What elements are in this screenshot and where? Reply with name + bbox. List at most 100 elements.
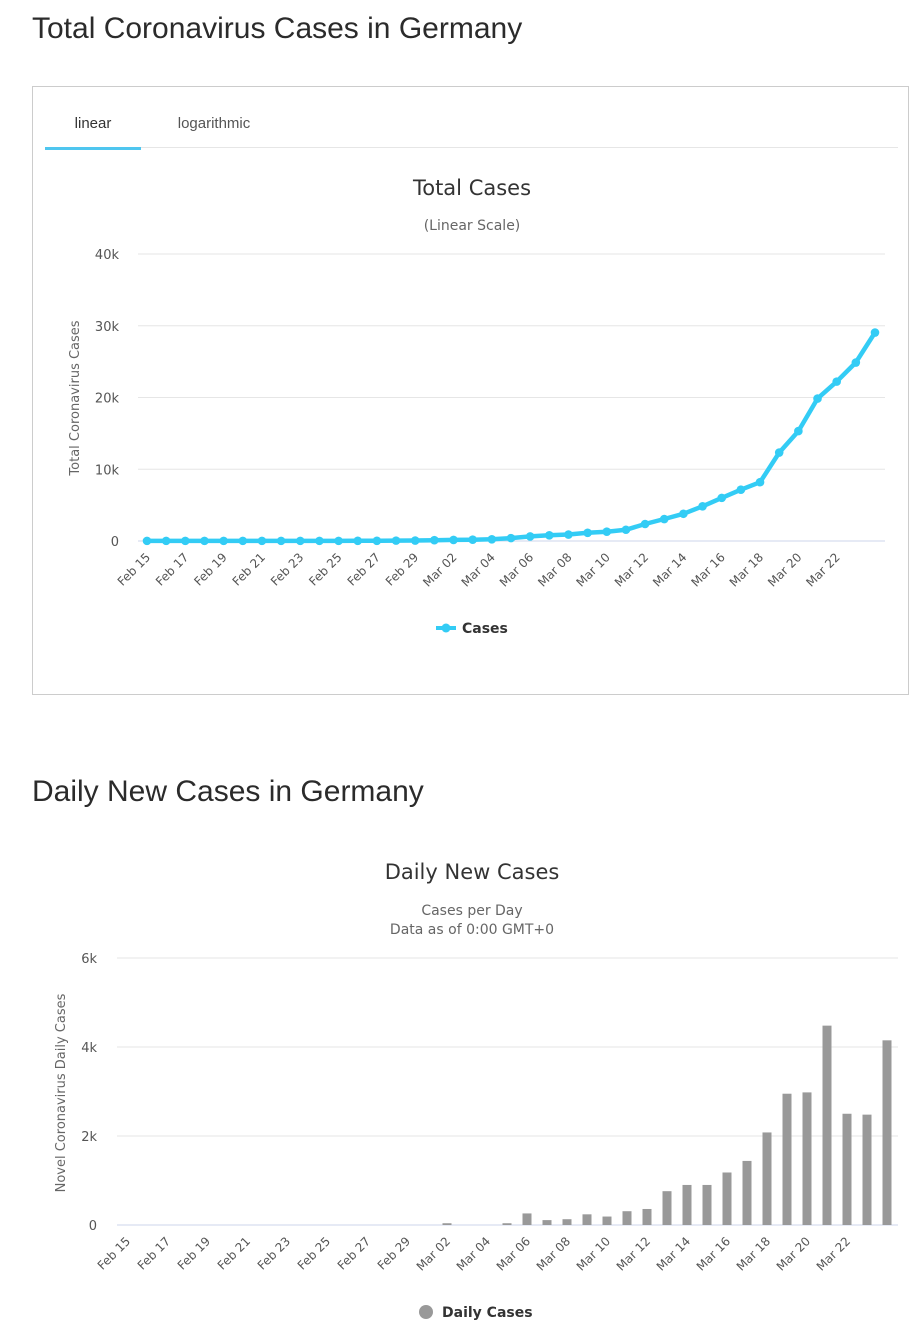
cases-data-point[interactable]	[813, 394, 822, 403]
daily-cases-bar[interactable]	[802, 1092, 812, 1225]
daily-cases-bar[interactable]	[502, 1223, 512, 1225]
total-cases-y-axis-title: Total Coronavirus Cases	[68, 320, 83, 476]
daily-cases-bar[interactable]	[702, 1184, 712, 1225]
daily-cases-bar[interactable]	[882, 1040, 892, 1225]
cases-data-point[interactable]	[449, 535, 458, 545]
cases-data-point[interactable]	[640, 519, 650, 529]
daily-cases-bar[interactable]	[602, 1216, 612, 1225]
daily-cases-x-tick-label: Mar 06	[494, 1234, 533, 1273]
total-cases-x-tick-label: Mar 08	[535, 550, 574, 589]
cases-series-line	[144, 330, 878, 544]
total-cases-x-tick-label: Mar 16	[688, 550, 727, 589]
daily-cases-bar[interactable]	[542, 1220, 552, 1225]
cases-data-point[interactable]	[487, 534, 497, 544]
daily-cases-bar[interactable]	[642, 1208, 652, 1225]
daily-cases-y-tick-label: 2k	[81, 1130, 97, 1145]
total-cases-legend[interactable]: Cases	[436, 621, 508, 637]
daily-cases-x-tick-label: Mar 04	[454, 1234, 493, 1273]
daily-cases-bar[interactable]	[842, 1113, 852, 1225]
cases-data-point[interactable]	[200, 536, 209, 546]
cases-data-point[interactable]	[410, 536, 420, 545]
daily-cases-x-tick-label: Feb 25	[295, 1234, 333, 1272]
cases-data-point[interactable]	[659, 514, 669, 524]
cases-data-point[interactable]	[276, 536, 286, 546]
cases-data-point[interactable]	[219, 536, 228, 546]
daily-cases-x-tick-label: Feb 27	[335, 1234, 373, 1272]
total-cases-y-tick-label: 20k	[95, 392, 120, 407]
cases-data-point[interactable]	[851, 358, 861, 367]
total-cases-x-tick-label: Mar 02	[420, 550, 459, 589]
cases-data-point[interactable]	[506, 533, 516, 543]
daily-cases-bar[interactable]	[442, 1223, 452, 1225]
total-cases-y-tick-label: 40k	[95, 248, 120, 263]
cases-data-point[interactable]	[525, 532, 535, 541]
cases-data-point[interactable]	[315, 536, 324, 546]
cases-data-point[interactable]	[774, 448, 784, 457]
total-cases-x-tick-label: Mar 10	[574, 550, 613, 589]
cases-data-point[interactable]	[602, 527, 612, 537]
total-cases-x-tick-label: Mar 18	[727, 550, 766, 589]
total-cases-section-title: Total Coronavirus Cases in Germany	[32, 12, 523, 45]
daily-cases-x-tick-label: Mar 10	[574, 1234, 613, 1273]
daily-cases-y-axis-title: Novel Coronavirus Daily Cases	[54, 993, 69, 1192]
daily-cases-legend[interactable]: Daily Cases	[419, 1305, 533, 1321]
cases-data-point[interactable]	[391, 536, 401, 545]
daily-cases-y-tick-label: 0	[89, 1219, 97, 1234]
daily-cases-x-tick-label: Mar 08	[534, 1234, 573, 1273]
cases-data-point[interactable]	[583, 528, 592, 538]
total-cases-x-tick-label: Mar 06	[497, 550, 536, 589]
total-cases-chart-panel: linear logarithmic	[32, 86, 909, 695]
cases-data-point[interactable]	[679, 509, 688, 519]
cases-data-point[interactable]	[698, 501, 707, 511]
daily-cases-bar[interactable]	[762, 1132, 772, 1225]
cases-data-point[interactable]	[295, 536, 305, 546]
daily-cases-x-tick-label: Feb 19	[175, 1234, 213, 1272]
daily-cases-bar[interactable]	[782, 1093, 792, 1225]
cases-data-point[interactable]	[870, 328, 880, 337]
daily-cases-bar[interactable]	[662, 1191, 672, 1225]
total-cases-x-tick-label: Feb 29	[383, 550, 421, 588]
total-cases-x-tick-label: Feb 17	[153, 550, 191, 588]
cases-data-point[interactable]	[545, 530, 554, 540]
cases-data-point[interactable]	[181, 536, 190, 546]
daily-cases-chart: Daily New Cases Cases per Day Data as of…	[54, 860, 898, 1321]
cases-data-point[interactable]	[161, 536, 171, 546]
cases-data-point[interactable]	[238, 536, 248, 546]
cases-data-point[interactable]	[755, 477, 765, 487]
daily-cases-bar[interactable]	[722, 1172, 732, 1225]
daily-cases-bar[interactable]	[862, 1114, 872, 1225]
cases-data-point[interactable]	[353, 536, 363, 546]
daily-cases-y-tick-label: 6k	[81, 952, 97, 967]
cases-data-point[interactable]	[794, 426, 803, 436]
tab-linear[interactable]: linear	[45, 115, 141, 150]
cases-data-point[interactable]	[736, 485, 746, 494]
daily-cases-bar[interactable]	[522, 1213, 532, 1225]
cases-data-point[interactable]	[372, 536, 382, 546]
daily-cases-chart-subtitle-line-2: Data as of 0:00 GMT+0	[390, 922, 554, 938]
daily-cases-bar[interactable]	[742, 1160, 752, 1225]
cases-data-point[interactable]	[334, 536, 343, 546]
daily-cases-bar[interactable]	[682, 1184, 692, 1225]
total-cases-chart: Total Cases (Linear Scale) Total Coronav…	[68, 176, 885, 637]
cases-data-point[interactable]	[257, 536, 267, 546]
cases-data-point[interactable]	[564, 530, 573, 539]
total-cases-x-tick-label: Mar 20	[765, 550, 804, 589]
cases-data-point[interactable]	[142, 536, 152, 546]
cases-legend-marker	[441, 623, 451, 633]
daily-cases-x-tick-label: Feb 29	[375, 1234, 413, 1272]
daily-cases-x-tick-label: Mar 22	[814, 1234, 853, 1273]
daily-cases-bar[interactable]	[562, 1219, 572, 1225]
tab-logarithmic[interactable]: logarithmic	[177, 115, 251, 132]
daily-cases-legend-label: Daily Cases	[442, 1305, 533, 1321]
daily-cases-chart-title: Daily New Cases	[385, 860, 560, 884]
daily-cases-bar[interactable]	[582, 1214, 592, 1225]
daily-cases-x-tick-label: Mar 02	[414, 1234, 453, 1273]
cases-data-point[interactable]	[621, 525, 631, 535]
daily-cases-bar[interactable]	[822, 1025, 832, 1225]
daily-cases-bar[interactable]	[622, 1211, 632, 1225]
daily-cases-x-tick-label: Feb 21	[215, 1234, 253, 1272]
cases-data-point[interactable]	[717, 493, 727, 503]
cases-data-point[interactable]	[468, 535, 477, 544]
cases-data-point[interactable]	[832, 377, 841, 386]
cases-data-point[interactable]	[430, 535, 439, 545]
